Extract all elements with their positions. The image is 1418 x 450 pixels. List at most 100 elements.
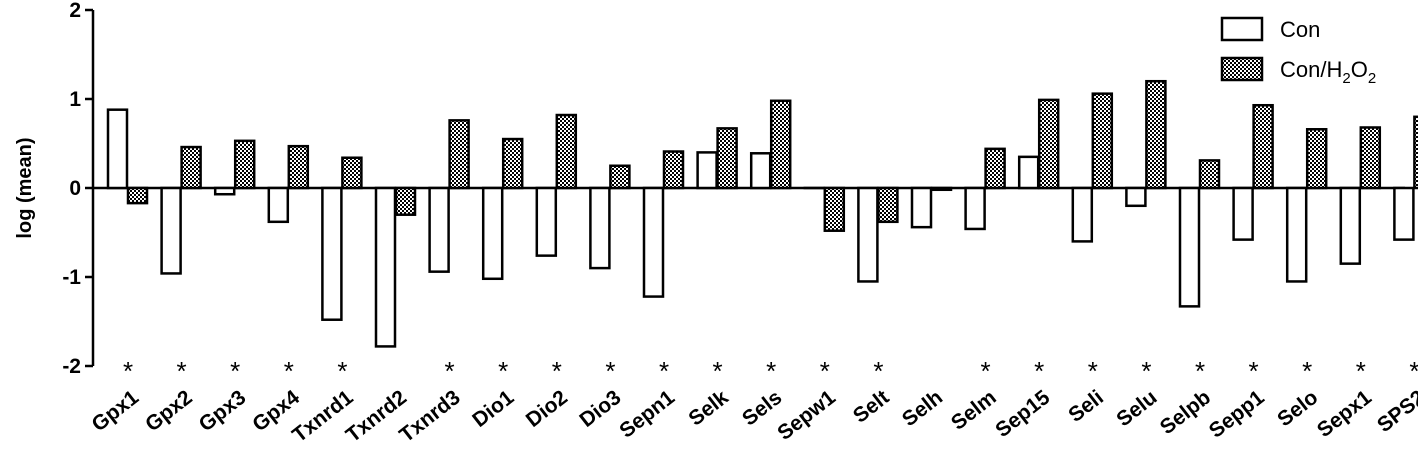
- significance-star: *: [981, 356, 991, 386]
- significance-star: *: [1302, 356, 1312, 386]
- significance-star: *: [873, 356, 883, 386]
- bar-con: [1232, 186, 1254, 241]
- category-label: Selh: [898, 386, 947, 431]
- category-label: Gpx1: [88, 386, 144, 437]
- significance-star: *: [177, 356, 187, 386]
- legend-swatch-con: [1220, 16, 1264, 42]
- bar-con: [106, 108, 129, 190]
- bar-con-h2o2: [930, 186, 953, 192]
- bar-con-h2o2: [1198, 159, 1221, 190]
- category-label: Selu: [1112, 386, 1161, 431]
- bar-con-h2o2: [180, 145, 202, 190]
- bar-con-h2o2: [1252, 103, 1274, 190]
- y-tick-label: -2: [62, 355, 81, 378]
- bar-con: [535, 186, 558, 257]
- significance-star: *: [766, 356, 776, 386]
- bar-con-h2o2: [448, 119, 470, 190]
- category-label: Txnrd3: [395, 386, 464, 447]
- significance-star: *: [552, 356, 562, 386]
- bar-con: [910, 186, 933, 229]
- significance-star: *: [713, 356, 723, 386]
- bar-con-h2o2: [1413, 115, 1418, 190]
- significance-star: *: [1141, 356, 1151, 386]
- significance-star: *: [1409, 356, 1418, 386]
- bar-con: [428, 186, 450, 273]
- bar-con-h2o2: [1359, 126, 1382, 190]
- legend-swatch-con-h2o2: [1220, 56, 1264, 82]
- category-label: Sepw1: [773, 386, 840, 445]
- bar-con: [642, 186, 665, 298]
- bar-con-h2o2: [662, 150, 685, 190]
- bar-con: [1125, 186, 1147, 208]
- bar-con: [1285, 186, 1308, 283]
- bar-con-h2o2: [609, 164, 631, 190]
- bar-con: [1393, 186, 1415, 241]
- significance-star: *: [1034, 356, 1044, 386]
- y-tick-label: 1: [69, 88, 81, 111]
- bar-con: [1071, 186, 1094, 243]
- bar-con-h2o2: [555, 113, 578, 190]
- legend-label-mid: O: [1351, 57, 1368, 82]
- significance-star: *: [337, 356, 347, 386]
- legend: Con Con/H2O2: [1220, 16, 1376, 87]
- bar-con: [964, 186, 986, 231]
- bar-con-h2o2: [126, 186, 149, 205]
- legend-label-sub2: 2: [1368, 70, 1376, 87]
- bar-con-h2o2: [1145, 79, 1167, 190]
- bar-con: [749, 152, 772, 190]
- category-label: Txnrd2: [342, 386, 411, 447]
- category-label: Txnrd1: [288, 386, 358, 447]
- category-label: Selt: [849, 386, 894, 428]
- category-label: Dio2: [522, 386, 572, 432]
- bar-con: [267, 186, 290, 224]
- category-label: Gpx2: [141, 386, 197, 436]
- significance-star: *: [230, 356, 240, 386]
- bar-con: [1339, 186, 1362, 265]
- bar-con: [1017, 155, 1040, 190]
- significance-star: *: [498, 356, 508, 386]
- category-label: Sep15: [991, 386, 1054, 442]
- category-label: Selk: [684, 386, 732, 431]
- bar-con-h2o2: [233, 139, 256, 190]
- significance-stars: * * * * * * * * * * * * * * * * * * * * * * *: [123, 356, 1418, 386]
- category-label: Selm: [947, 386, 1001, 435]
- category-label: Selpb: [1156, 386, 1215, 439]
- bar-con: [481, 186, 504, 281]
- significance-star: *: [1249, 356, 1259, 386]
- bar-con-h2o2: [877, 186, 899, 224]
- bar-con-h2o2: [394, 186, 417, 216]
- category-label: Seli: [1064, 386, 1108, 427]
- bar-con-h2o2: [716, 127, 738, 190]
- category-label: Sepp1: [1205, 386, 1269, 443]
- bar-con: [589, 186, 611, 270]
- legend-label-con: Con: [1280, 17, 1320, 42]
- significance-star: *: [123, 356, 133, 386]
- bar-con: [321, 186, 343, 321]
- legend-label-sub1: 2: [1342, 70, 1350, 87]
- significance-star: *: [284, 356, 294, 386]
- category-label: Sepx1: [1313, 386, 1376, 442]
- bar-con-h2o2: [287, 144, 310, 190]
- bar-con-h2o2: [1037, 98, 1060, 190]
- bar-con: [160, 186, 182, 275]
- bar-con-h2o2: [984, 147, 1006, 190]
- bar-con-h2o2: [823, 186, 846, 232]
- category-label: Sepn1: [615, 386, 679, 443]
- significance-star: *: [1356, 356, 1366, 386]
- significance-star: *: [820, 356, 830, 386]
- significance-star: *: [1195, 356, 1205, 386]
- y-tick-label: 0: [69, 177, 81, 200]
- category-label: Dio1: [468, 386, 518, 432]
- legend-label-prefix: Con/H: [1280, 57, 1342, 82]
- bars-group: [106, 79, 1418, 348]
- significance-star: *: [659, 356, 669, 386]
- significance-star: *: [445, 356, 455, 386]
- bar-con-h2o2: [769, 99, 792, 190]
- y-axis-title: log (mean): [14, 137, 36, 238]
- legend-label-con-h2o2: Con/H2O2: [1280, 57, 1376, 87]
- significance-star: *: [1088, 356, 1098, 386]
- bar-con: [857, 186, 879, 283]
- category-label: SPS2: [1373, 386, 1418, 437]
